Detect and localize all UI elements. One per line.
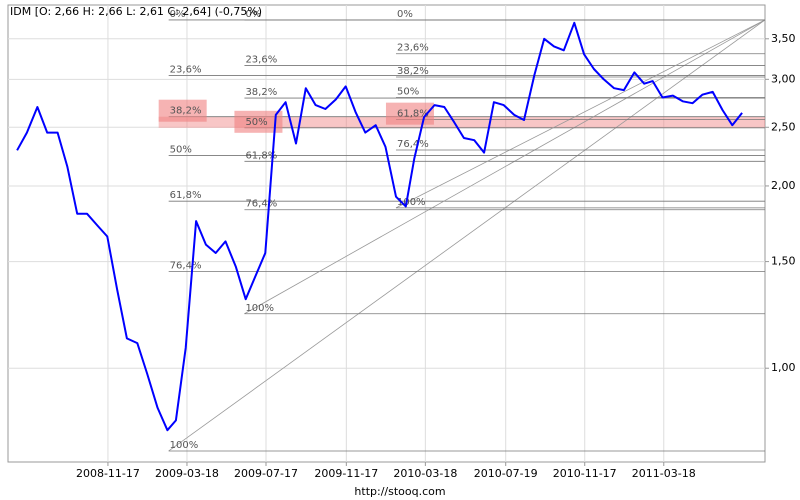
fib-level-label: 61,8% xyxy=(397,109,429,120)
x-tick-label: 2009-03-18 xyxy=(155,467,219,480)
fib-level-label: 100% xyxy=(397,197,426,208)
plot-layer: 1,00 1,50 2,00 2,50 3,00 3,50 2008-11-17 2009-0… xyxy=(8,5,796,480)
x-tick-label: 2008-11-17 xyxy=(76,467,140,480)
y-tick-label: 2,00 xyxy=(771,179,796,192)
fib-level-label: 100% xyxy=(170,440,199,451)
fib-highlight-box xyxy=(234,110,283,133)
x-tick-label: 2010-11-17 xyxy=(553,467,617,480)
fib-level-label: 23,6% xyxy=(397,43,429,54)
fib-level-label: 23,6% xyxy=(170,64,202,75)
fib-highlight-box xyxy=(158,99,207,122)
fib-level-label: 0% xyxy=(170,9,186,20)
fib-level-label: 76,4% xyxy=(397,139,429,150)
chart-title: IDM [O: 2,66 H: 2,66 L: 2,61 C: 2,64] (-… xyxy=(10,5,262,18)
x-tick-label: 2009-11-17 xyxy=(314,467,378,480)
fib-level-label: 38,2% xyxy=(397,66,429,77)
price-line xyxy=(16,21,743,432)
fib-level-label: 38,2% xyxy=(245,87,277,98)
fib-level-label: 38,2% xyxy=(170,106,202,117)
fib-level-label: 50% xyxy=(170,145,192,156)
fib-level-label: 0% xyxy=(397,9,413,20)
x-tick-label: 2009-07-17 xyxy=(234,467,298,480)
y-tick-label: 2,50 xyxy=(771,120,796,133)
x-tick-label: 2010-07-19 xyxy=(474,467,538,480)
y-tick-label: 3,50 xyxy=(771,32,796,45)
fib-level-label: 61,8% xyxy=(170,190,202,201)
fib-level-label: 61,8% xyxy=(245,150,277,161)
y-tick-label: 1,50 xyxy=(771,255,796,268)
fib-level-label: 23,6% xyxy=(245,54,277,65)
fib-trend-line xyxy=(244,19,766,315)
fib-trend-line xyxy=(168,19,766,452)
x-tick-label: 2011-03-18 xyxy=(632,467,696,480)
fib-level-label: 0% xyxy=(245,9,261,20)
fib-trend-line xyxy=(395,19,766,209)
fib-level-label: 76,4% xyxy=(170,260,202,271)
plot-frame xyxy=(7,4,766,463)
fib-level-label: 76,4% xyxy=(245,199,277,210)
x-tick-label: 2010-03-18 xyxy=(393,467,457,480)
y-tick-label: 1,00 xyxy=(771,361,796,374)
fib-level-label: 50% xyxy=(245,117,267,128)
highlight-band xyxy=(158,116,766,128)
y-tick-label: 3,00 xyxy=(771,72,796,85)
fib-level-label: 100% xyxy=(245,303,274,314)
fib-highlight-box xyxy=(385,102,434,125)
source-label: http://stooq.com xyxy=(354,485,445,498)
fib-level-label: 50% xyxy=(397,86,419,97)
